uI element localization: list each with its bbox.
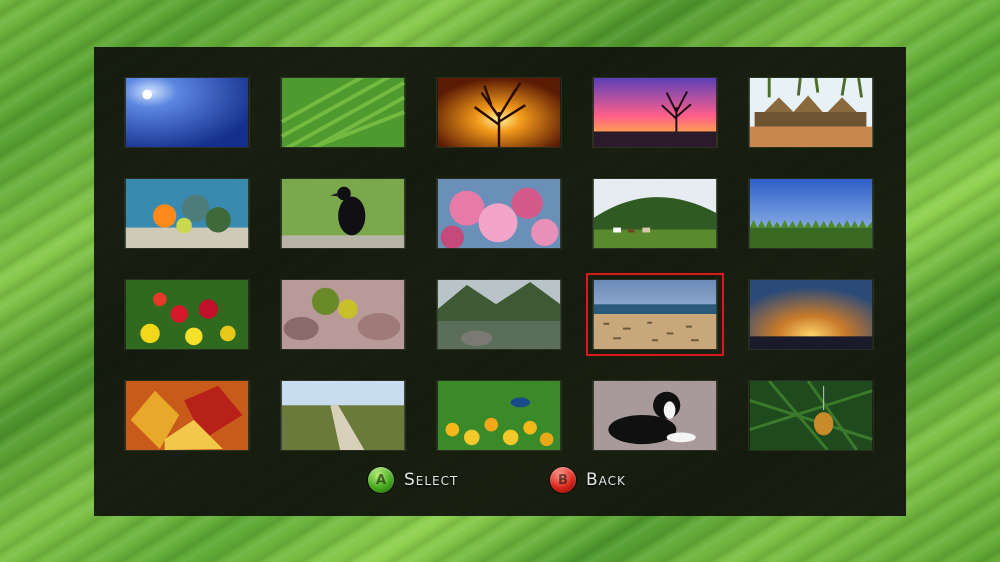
thumbnail-blue-sky-field[interactable] <box>748 178 874 249</box>
green-leaf-image <box>281 78 405 147</box>
back-label: Back <box>586 470 626 490</box>
b-button-icon: B <box>550 467 576 493</box>
thumbnail-crow-bird[interactable] <box>280 178 406 249</box>
thumbnail-autumn-leaves[interactable] <box>124 380 250 451</box>
back-hint[interactable]: B Back <box>550 467 626 493</box>
wallpaper-picker-panel: A Select B Back <box>94 47 906 516</box>
peacock-flowers-image <box>437 381 561 450</box>
a-button-icon: A <box>368 467 394 493</box>
primrose-flowers-image <box>125 280 249 349</box>
select-label: Select <box>404 470 459 490</box>
tree-sunset-image <box>437 78 561 147</box>
thumbnail-tree-sunset[interactable] <box>436 77 562 148</box>
thumbnail-rock-garden[interactable] <box>280 279 406 350</box>
thumbnail-green-leaf[interactable] <box>280 77 406 148</box>
pink-blossoms-image <box>437 179 561 248</box>
thumbnail-blue-sky-sun[interactable] <box>124 77 250 148</box>
thumbnail-pink-sky-tree[interactable] <box>592 77 718 148</box>
thumbnail-country-path[interactable] <box>280 380 406 451</box>
thumbnail-grid <box>124 77 874 451</box>
thumbnail-coral-reef[interactable] <box>124 178 250 249</box>
mountain-lake-image <box>437 280 561 349</box>
thumbnail-mountain-lake[interactable] <box>436 279 562 350</box>
christmas-ornament-image <box>749 381 873 450</box>
thumbnail-peacock-flowers[interactable] <box>436 380 562 451</box>
puppy-dog-image <box>593 381 717 450</box>
thumbnail-puppy-dog[interactable] <box>592 380 718 451</box>
country-path-image <box>281 381 405 450</box>
thumbnail-primrose-flowers[interactable] <box>124 279 250 350</box>
thumbnail-tropical-huts[interactable] <box>748 77 874 148</box>
tropical-huts-image <box>749 78 873 147</box>
thumbnail-pink-blossoms[interactable] <box>436 178 562 249</box>
pink-sky-tree-image <box>593 78 717 147</box>
beach-shore-image <box>593 280 717 349</box>
blue-sky-field-image <box>749 179 873 248</box>
golden-sky-sunset-image <box>749 280 873 349</box>
select-hint[interactable]: A Select <box>368 467 458 493</box>
button-hints-bar: A Select B Back <box>94 467 906 503</box>
thumbnail-golden-sky-sunset[interactable] <box>748 279 874 350</box>
blue-sky-sun-image <box>125 78 249 147</box>
thumbnail-beach-shore[interactable] <box>586 273 724 356</box>
crow-bird-image <box>281 179 405 248</box>
rock-garden-image <box>281 280 405 349</box>
thumbnail-green-hill-cows[interactable] <box>592 178 718 249</box>
autumn-leaves-image <box>125 381 249 450</box>
thumbnail-christmas-ornament[interactable] <box>748 380 874 451</box>
green-hill-cows-image <box>593 179 717 248</box>
coral-reef-image <box>125 179 249 248</box>
